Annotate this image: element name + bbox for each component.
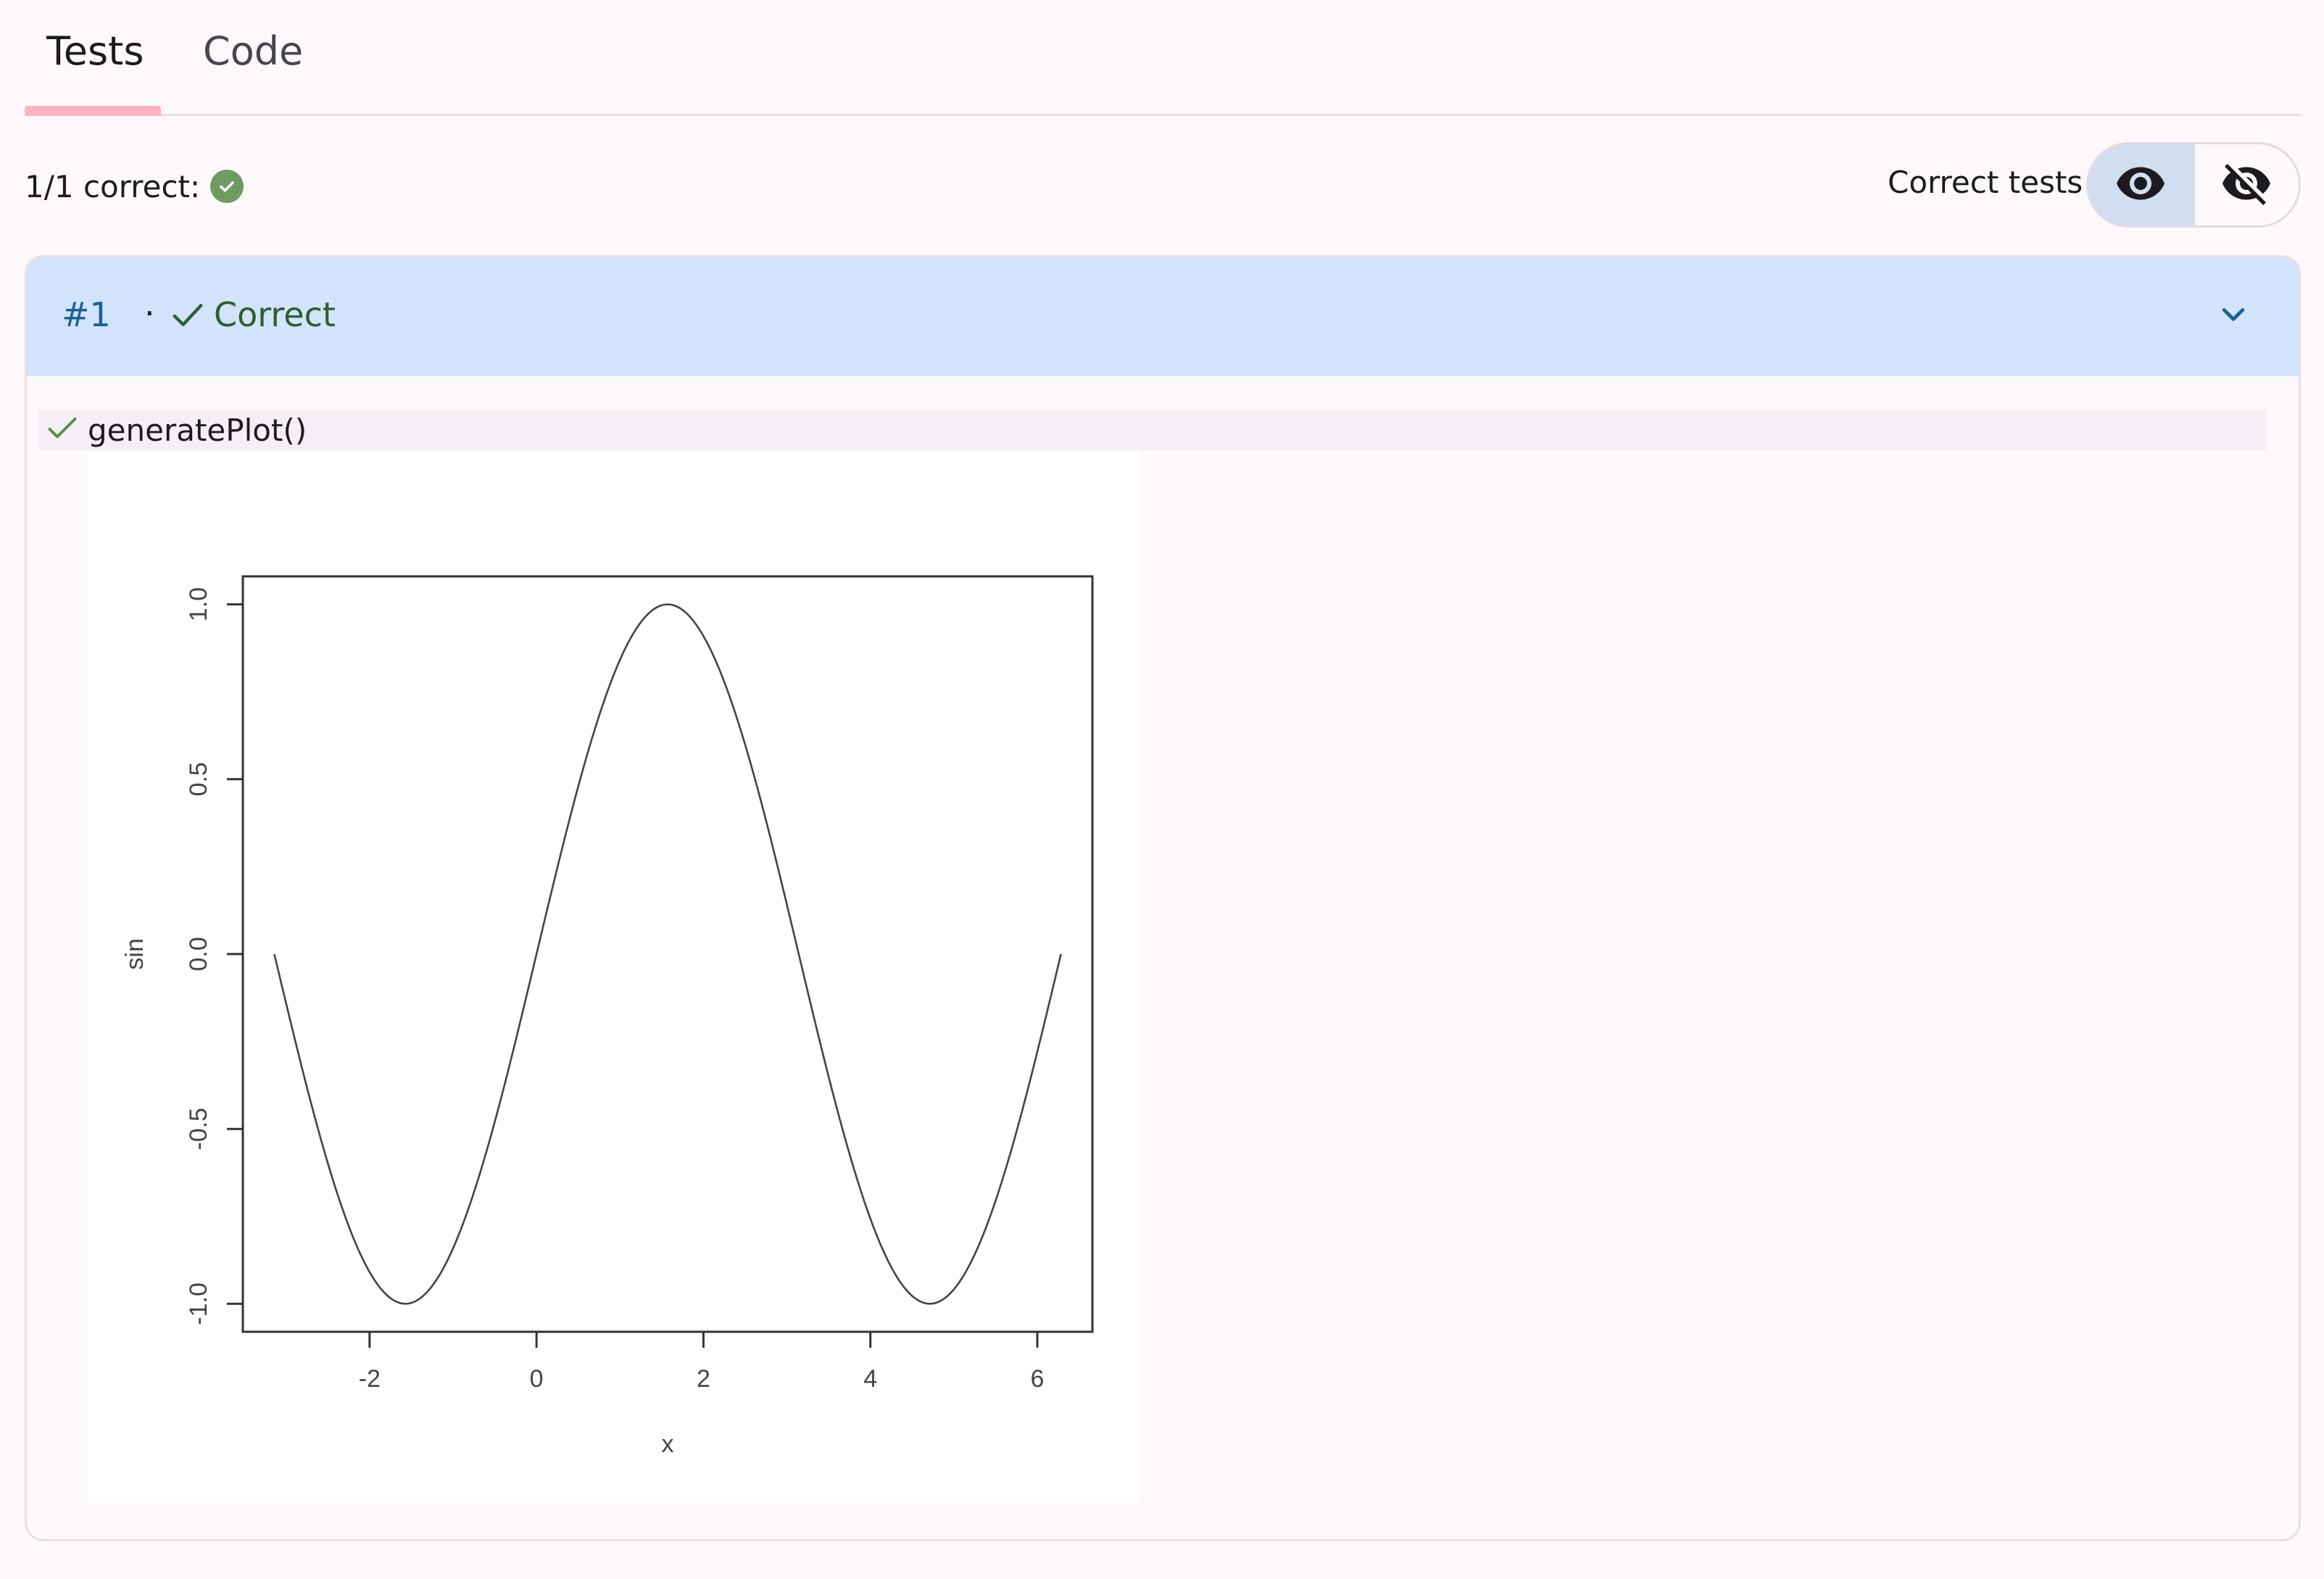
test-number: #1 [62,295,111,334]
y-axis-label: sin [121,938,149,969]
x-axis-label: x [662,1430,674,1458]
x-tick-label: 4 [863,1365,877,1393]
separator-dot: · [144,294,155,333]
plot-image: -2 0 2 4 6 -1.0 -0.5 0.0 0.5 1.0 x sin [88,452,1139,1503]
test-function-call: generatePlot() [88,412,307,448]
sin-plot: -2 0 2 4 6 -1.0 -0.5 0.0 0.5 1.0 x sin [121,575,1094,1458]
tab-code-label: Code [203,28,304,74]
hide-correct-tests-button[interactable] [2192,144,2299,225]
test-summary: 1/1 correct: [25,161,244,212]
correct-tests-label: Correct tests [1888,165,2083,200]
checkmark-icon [172,301,204,333]
test-status: Correct [214,295,336,334]
chevron-down-icon[interactable] [2217,298,2249,333]
tab-tests[interactable]: Tests [46,26,144,77]
check-circle-icon [210,170,244,203]
eye-off-icon [2220,157,2273,212]
y-tick-label: -0.5 [185,1108,212,1151]
x-tick-label: 6 [1031,1365,1045,1393]
x-tick-label: 2 [697,1365,710,1393]
test-card: #1 · Correct generatePlot() -2 0 2 4 6 -1.0 -0… [25,255,2301,1541]
eye-icon [2115,157,2167,212]
summary-text: 1/1 correct: [25,168,201,204]
x-tick-label: 0 [530,1365,544,1393]
y-tick-label: 1.0 [185,587,212,621]
test-card-header[interactable]: #1 · Correct [27,257,2299,376]
show-correct-tests-button[interactable] [2088,144,2193,225]
plot-frame [241,575,1094,1333]
series-line-sin [273,603,1062,1305]
checkmark-icon [47,415,78,444]
tab-code[interactable]: Code [203,26,303,77]
y-tick-label: 0.0 [185,937,212,971]
y-tick-label: 0.5 [185,762,212,796]
active-tab-indicator [25,106,161,116]
tab-tests-label: Tests [46,28,144,74]
y-tick-label: -1.0 [185,1282,212,1325]
test-row: generatePlot() [38,410,2267,450]
tab-bar: Tests Code [25,0,2301,116]
correct-tests-toggle [2086,142,2301,228]
x-tick-label: -2 [359,1365,381,1393]
